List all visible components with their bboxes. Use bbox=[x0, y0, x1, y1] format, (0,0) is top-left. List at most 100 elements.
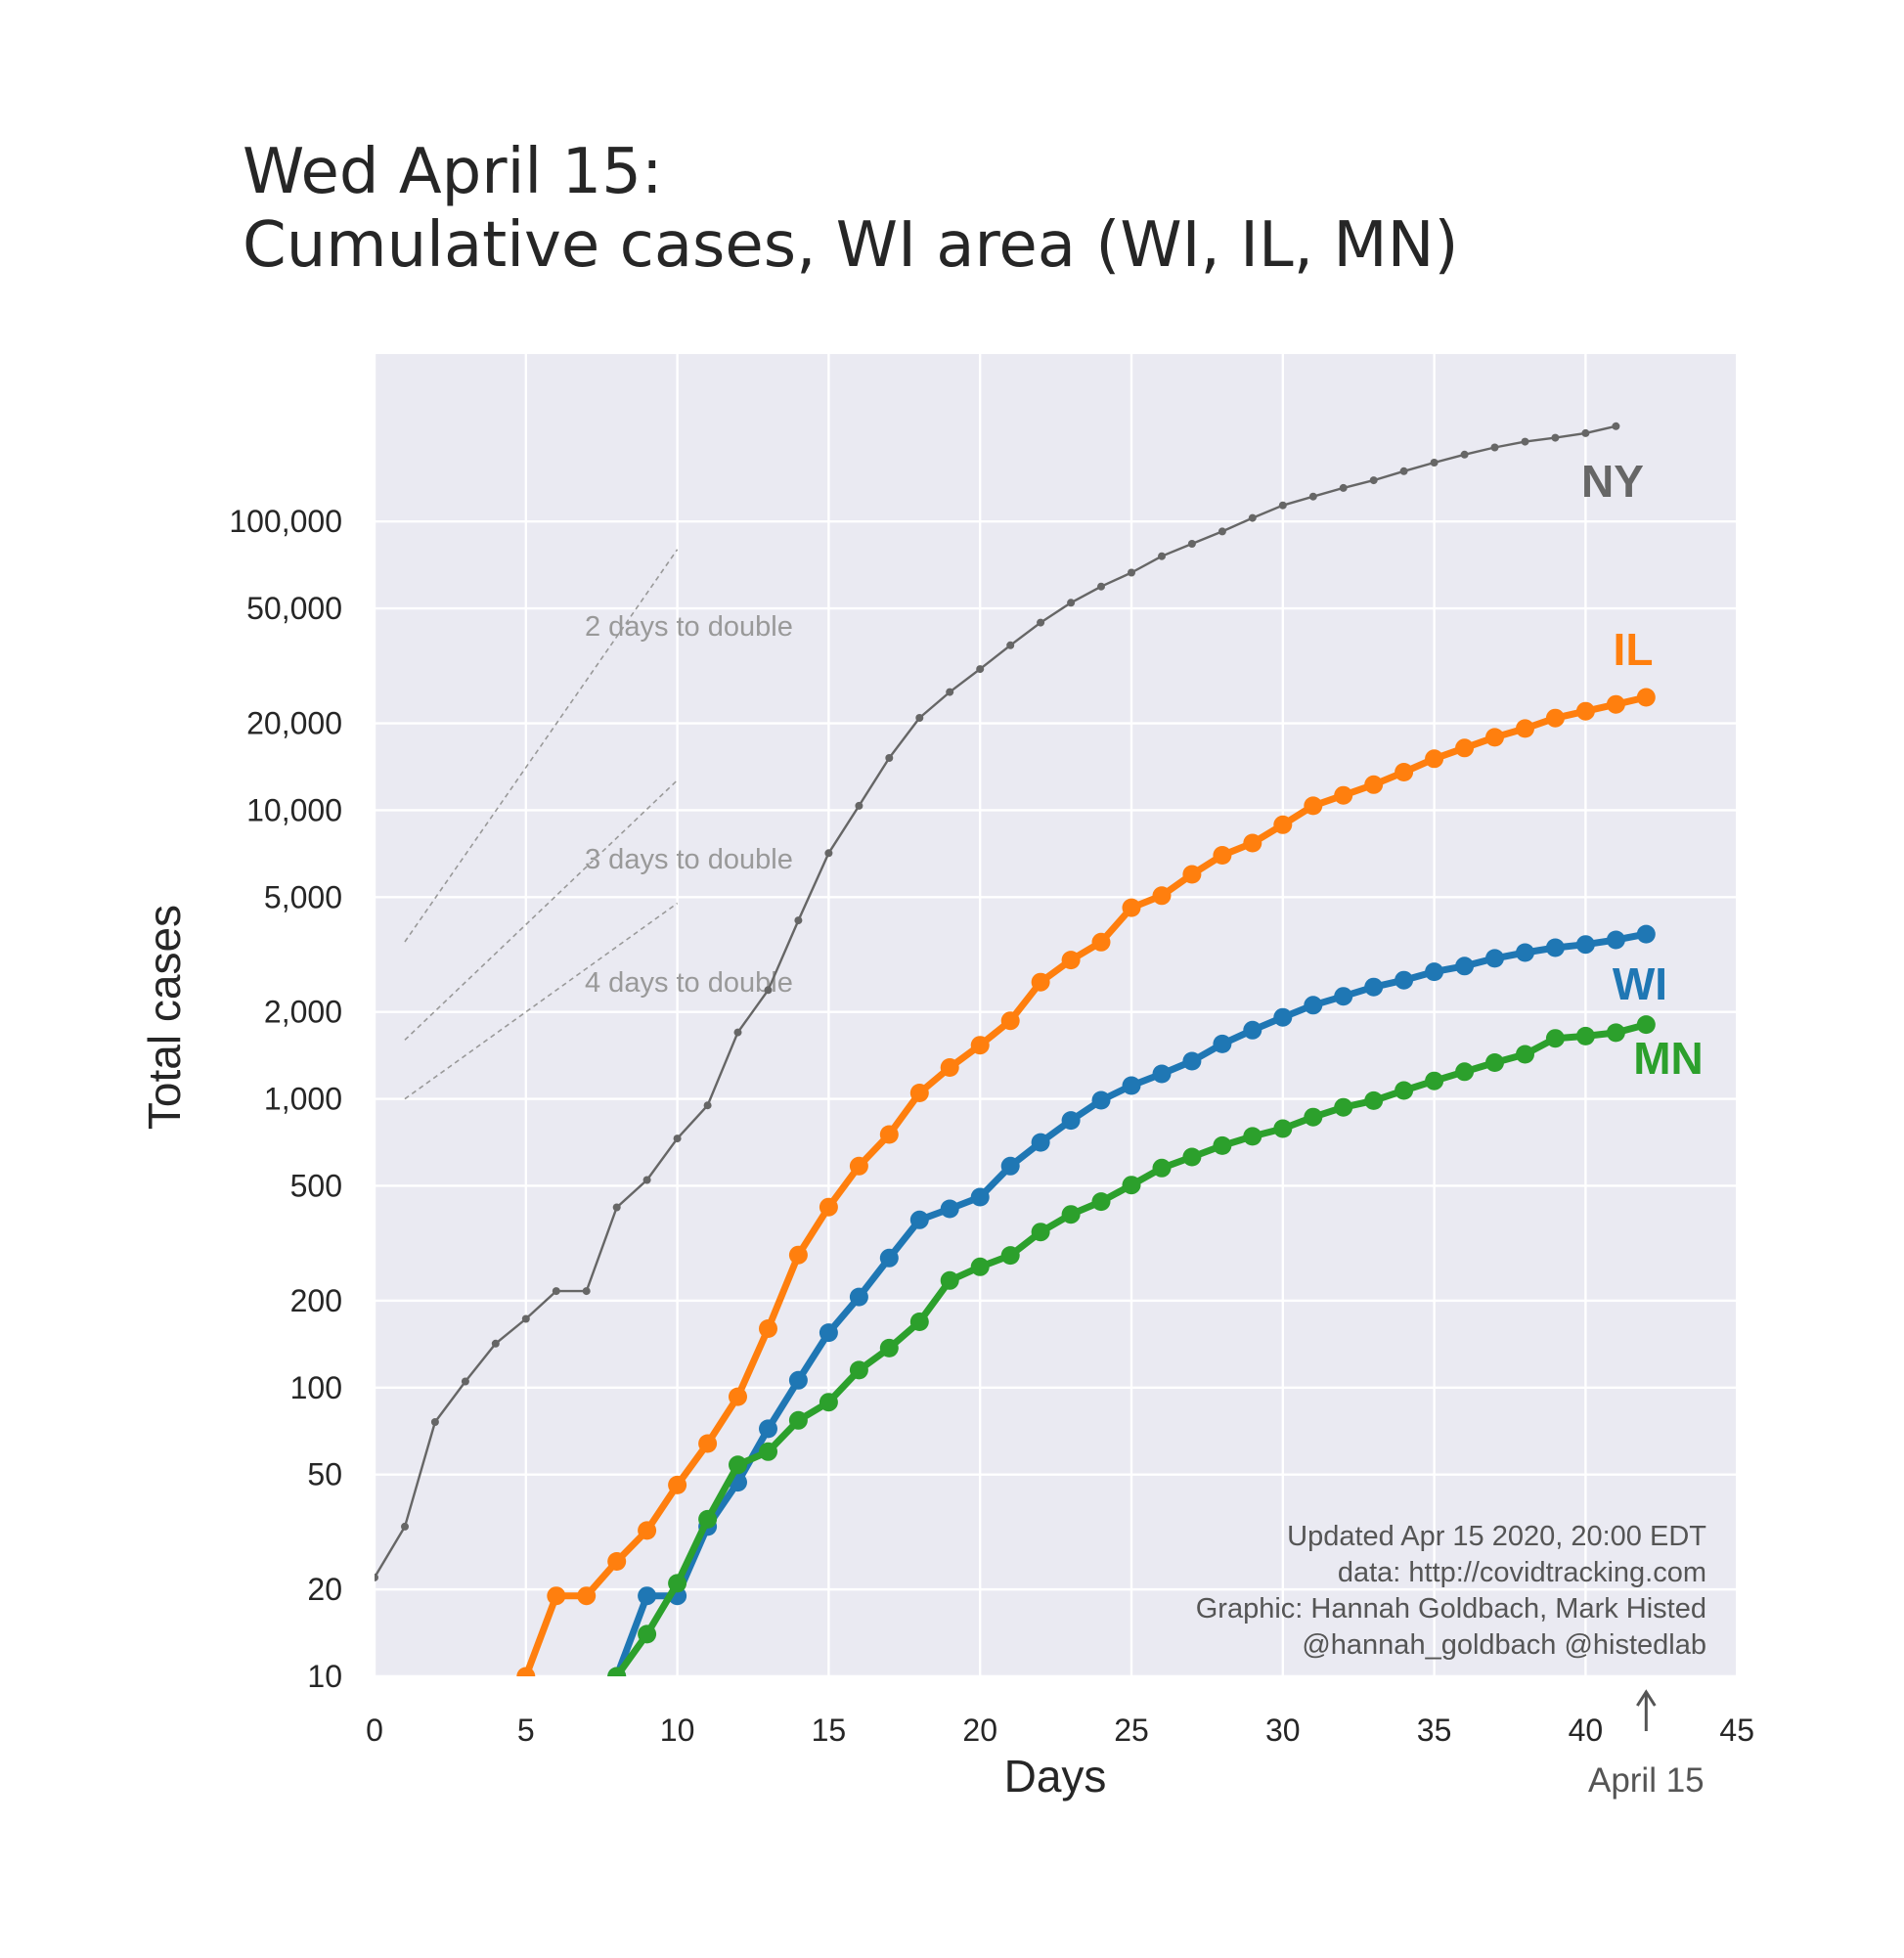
point-ny-day-15 bbox=[824, 849, 833, 858]
point-mn-day-24 bbox=[1091, 1192, 1111, 1212]
point-il-day-9 bbox=[638, 1521, 657, 1540]
point-ny-day-6 bbox=[552, 1287, 560, 1296]
point-ny-day-16 bbox=[855, 801, 863, 810]
point-ny-day-8 bbox=[612, 1203, 621, 1212]
point-il-day-24 bbox=[1091, 932, 1111, 952]
point-wi-day-9 bbox=[638, 1586, 657, 1606]
point-mn-day-26 bbox=[1152, 1158, 1172, 1178]
point-wi-day-14 bbox=[788, 1370, 808, 1390]
point-wi-day-20 bbox=[970, 1187, 990, 1207]
point-il-day-23 bbox=[1061, 951, 1081, 970]
point-wi-day-33 bbox=[1364, 977, 1384, 997]
chart-title: Wed April 15: bbox=[243, 136, 663, 208]
y-axis-label: Total cases bbox=[139, 905, 190, 1130]
credit-source: data: http://covidtracking.com bbox=[1338, 1557, 1706, 1588]
point-ny-day-26 bbox=[1158, 552, 1166, 560]
x-tick-label-10: 10 bbox=[660, 1713, 695, 1748]
x-tick-label-45: 45 bbox=[1719, 1713, 1754, 1748]
point-mn-day-32 bbox=[1334, 1097, 1353, 1117]
point-ny-day-21 bbox=[1006, 641, 1015, 649]
point-wi-day-18 bbox=[909, 1210, 929, 1229]
y-tick-label-20: 20 bbox=[307, 1572, 342, 1607]
point-ny-day-23 bbox=[1067, 599, 1076, 607]
point-il-day-16 bbox=[849, 1156, 868, 1176]
point-ny-day-41 bbox=[1612, 422, 1620, 430]
point-wi-day-19 bbox=[940, 1199, 959, 1219]
point-il-day-20 bbox=[970, 1036, 990, 1055]
point-il-day-30 bbox=[1273, 815, 1293, 834]
point-ny-day-7 bbox=[582, 1287, 591, 1296]
point-ny-day-3 bbox=[461, 1377, 469, 1386]
point-ny-day-4 bbox=[491, 1339, 500, 1348]
point-wi-day-22 bbox=[1031, 1133, 1050, 1152]
point-il-day-29 bbox=[1243, 833, 1262, 853]
point-ny-day-13 bbox=[764, 986, 773, 995]
x-axis-label: Days bbox=[1004, 1751, 1107, 1802]
point-mn-day-35 bbox=[1425, 1071, 1444, 1090]
point-il-day-5 bbox=[516, 1667, 536, 1676]
point-il-day-19 bbox=[940, 1058, 959, 1077]
point-il-day-18 bbox=[909, 1084, 929, 1102]
guide-label-2-days-to-double: 2 days to double bbox=[585, 611, 793, 643]
guide-label-3-days-to-double: 3 days to double bbox=[585, 844, 793, 875]
point-ny-day-30 bbox=[1278, 501, 1287, 510]
point-wi-day-41 bbox=[1606, 930, 1625, 950]
point-il-day-17 bbox=[879, 1125, 899, 1144]
point-ny-day-27 bbox=[1187, 540, 1196, 548]
point-ny-day-12 bbox=[733, 1028, 742, 1037]
point-ny-day-1 bbox=[401, 1522, 409, 1531]
point-il-day-26 bbox=[1152, 886, 1172, 906]
x-tick-label-35: 35 bbox=[1417, 1713, 1452, 1748]
y-tick-label-200: 200 bbox=[290, 1283, 342, 1318]
point-il-day-32 bbox=[1334, 785, 1353, 805]
point-il-day-40 bbox=[1575, 701, 1595, 721]
point-il-day-12 bbox=[729, 1387, 747, 1406]
point-wi-day-42 bbox=[1636, 924, 1656, 944]
series-label-wi: WI bbox=[1613, 958, 1667, 1009]
point-mn-day-37 bbox=[1485, 1053, 1504, 1072]
point-wi-day-27 bbox=[1182, 1051, 1202, 1071]
guide-line-4-days-to-double bbox=[404, 902, 679, 1100]
guide-label-4-days-to-double: 4 days to double bbox=[585, 967, 793, 999]
point-wi-day-25 bbox=[1122, 1076, 1141, 1095]
point-wi-day-35 bbox=[1425, 962, 1444, 982]
y-tick-label-10: 10 bbox=[307, 1659, 342, 1694]
point-mn-day-38 bbox=[1516, 1045, 1534, 1064]
point-ny-day-9 bbox=[642, 1176, 651, 1184]
point-il-day-8 bbox=[607, 1552, 627, 1571]
point-wi-day-21 bbox=[1000, 1156, 1020, 1176]
point-mn-day-29 bbox=[1243, 1127, 1262, 1146]
point-mn-day-23 bbox=[1061, 1205, 1081, 1224]
point-il-day-38 bbox=[1516, 719, 1534, 738]
y-tick-label-2000: 2,000 bbox=[264, 995, 342, 1030]
point-il-day-42 bbox=[1636, 688, 1656, 707]
point-mn-day-10 bbox=[668, 1574, 687, 1593]
point-il-day-31 bbox=[1304, 796, 1323, 816]
y-tick-label-100000: 100,000 bbox=[229, 504, 342, 539]
point-ny-day-37 bbox=[1490, 443, 1499, 452]
point-mn-day-11 bbox=[698, 1509, 718, 1529]
date-marker-arrow-icon bbox=[1636, 1689, 1657, 1707]
point-ny-day-14 bbox=[794, 916, 803, 925]
point-mn-day-42 bbox=[1636, 1015, 1656, 1035]
point-il-day-35 bbox=[1425, 749, 1444, 769]
point-wi-day-28 bbox=[1213, 1034, 1232, 1053]
point-ny-day-32 bbox=[1339, 483, 1348, 492]
point-wi-day-16 bbox=[849, 1287, 868, 1307]
guide-line-3-days-to-double bbox=[404, 779, 679, 1041]
point-il-day-15 bbox=[819, 1197, 838, 1217]
point-mn-day-21 bbox=[1000, 1246, 1020, 1266]
point-mn-day-9 bbox=[638, 1624, 657, 1644]
point-mn-day-19 bbox=[940, 1270, 959, 1290]
point-ny-day-34 bbox=[1399, 467, 1408, 475]
y-tick-label-5000: 5,000 bbox=[264, 879, 342, 914]
point-wi-day-34 bbox=[1395, 970, 1414, 990]
x-tick-label-5: 5 bbox=[517, 1713, 535, 1748]
point-ny-day-20 bbox=[976, 665, 985, 674]
point-il-day-28 bbox=[1213, 846, 1232, 865]
y-tick-label-50000: 50,000 bbox=[246, 591, 342, 626]
y-tick-label-500: 500 bbox=[290, 1168, 342, 1203]
point-mn-day-20 bbox=[970, 1257, 990, 1276]
point-ny-day-17 bbox=[885, 754, 894, 762]
point-ny-day-11 bbox=[703, 1101, 712, 1110]
